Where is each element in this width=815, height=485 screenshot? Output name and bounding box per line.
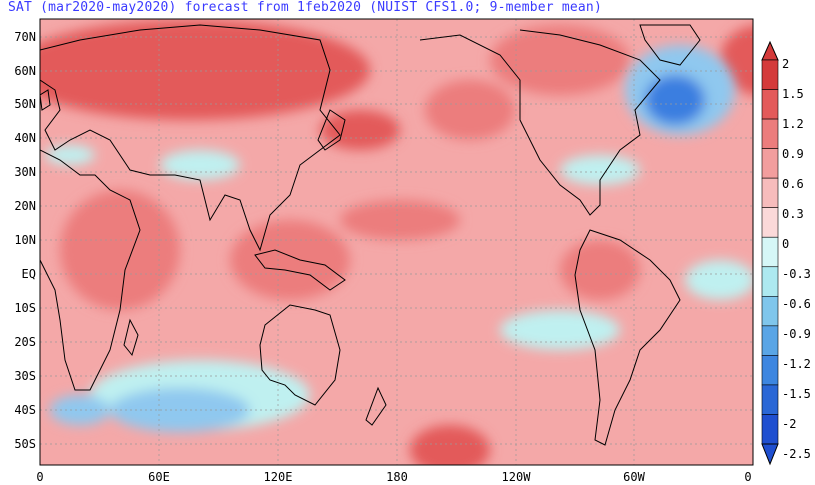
coast-madagascar	[123, 318, 139, 357]
colorbar-label: -1.2	[782, 357, 811, 371]
colorbar: 2 1.5 1.2 0.9 0.6 0.3 0 -0.3 -0.6 -0.9 -1.2 -1.5 -2 -…	[761, 40, 811, 466]
colorbar-segment	[761, 236, 779, 268]
lat-label-70n: 70N	[14, 30, 36, 44]
colorbar-segment	[761, 414, 779, 445]
longitude-axis: 0 60E 120E 180 120W 60W 0	[36, 470, 751, 484]
coastlines	[40, 24, 701, 446]
colorbar-min-arrow	[761, 443, 779, 466]
colorbar-label: -1.5	[782, 387, 811, 401]
grid-lines	[40, 19, 753, 465]
lat-label-30s: 30S	[14, 369, 36, 383]
colorbar-label: 1.5	[782, 87, 804, 101]
coast-eurasia	[40, 24, 341, 252]
map-title: SAT (mar2020-may2020) forecast from 1feb…	[8, 0, 602, 15]
colorbar-label: 0.3	[782, 207, 804, 221]
colorbar-segment	[761, 207, 779, 238]
colorbar-segment	[761, 148, 779, 179]
lat-label-20n: 20N	[14, 199, 36, 213]
lat-label-40n: 40N	[14, 131, 36, 145]
cool-equatorial-atlantic	[685, 260, 753, 300]
lat-label-50s: 50S	[14, 437, 36, 451]
lat-label-10s: 10S	[14, 301, 36, 315]
colorbar-label: -2.5	[782, 447, 811, 461]
colorbar-segment	[761, 118, 779, 149]
lon-label-180: 180	[386, 470, 408, 484]
colorbar-label: -2	[782, 417, 796, 431]
lon-label-60w: 60W	[623, 470, 645, 484]
lat-label-40s: 40S	[14, 403, 36, 417]
warm-japan	[320, 110, 400, 150]
lat-label-60n: 60N	[14, 64, 36, 78]
colorbar-label: 2	[782, 57, 789, 71]
colorbar-segment	[761, 266, 779, 297]
colorbar-label: -0.9	[782, 327, 811, 341]
cool-north-atlantic-core	[645, 75, 705, 125]
lat-label-30n: 30N	[14, 165, 36, 179]
lon-label-120e: 120E	[264, 470, 293, 484]
colorbar-label: -0.6	[782, 297, 811, 311]
warm-south-america	[560, 240, 640, 300]
coast-australia	[259, 304, 341, 406]
temperature-field	[40, 19, 753, 465]
lon-label-120w: 120W	[502, 470, 532, 484]
coast-japan	[317, 109, 346, 151]
coast-uk	[40, 89, 51, 111]
lat-label-eq: EQ	[22, 267, 36, 281]
lat-label-20s: 20S	[14, 335, 36, 349]
warm-north-america	[490, 25, 630, 95]
warm-south-pacific	[410, 425, 490, 465]
warm-eurasia	[40, 20, 370, 120]
lat-label-10n: 10N	[14, 233, 36, 247]
cool-tibet	[160, 150, 240, 180]
latitude-axis: 70N 60N 50N 40N 30N 20N 10N EQ 10S 20S 3…	[14, 30, 36, 451]
lat-label-50n: 50N	[14, 97, 36, 111]
warm-north-pacific	[425, 80, 515, 140]
lon-label-0: 0	[36, 470, 43, 484]
lon-label-0-east: 0	[744, 470, 751, 484]
colorbar-segment	[761, 177, 779, 208]
colorbar-segment	[761, 59, 779, 90]
colorbar-label: 0.6	[782, 177, 804, 191]
colorbar-label: 0	[782, 237, 789, 251]
coast-greenland	[639, 24, 701, 66]
warm-maritime	[230, 220, 350, 300]
plot-frame	[39, 18, 754, 466]
colorbar-label: 0.9	[782, 147, 804, 161]
coast-nz	[365, 386, 387, 426]
colorbar-segment	[761, 384, 779, 415]
colorbar-segment	[761, 296, 779, 327]
coast-south-america	[574, 229, 681, 446]
cool-south-pacific	[500, 310, 620, 350]
colorbar-label: 1.2	[782, 117, 804, 131]
colorbar-label: -0.3	[782, 267, 811, 281]
colorbar-segment	[761, 355, 779, 386]
colorbar-max-arrow	[761, 40, 779, 61]
lon-label-60e: 60E	[148, 470, 170, 484]
colorbar-segment	[761, 89, 779, 120]
coast-indonesia	[254, 249, 346, 291]
cool-gulf	[560, 155, 640, 185]
cool-mediterranean	[45, 145, 95, 165]
warm-africa	[60, 190, 180, 310]
warm-pacific-band	[340, 200, 460, 240]
colorbar-segment	[761, 325, 779, 356]
coast-north-america	[419, 29, 661, 216]
coast-africa	[40, 149, 141, 391]
